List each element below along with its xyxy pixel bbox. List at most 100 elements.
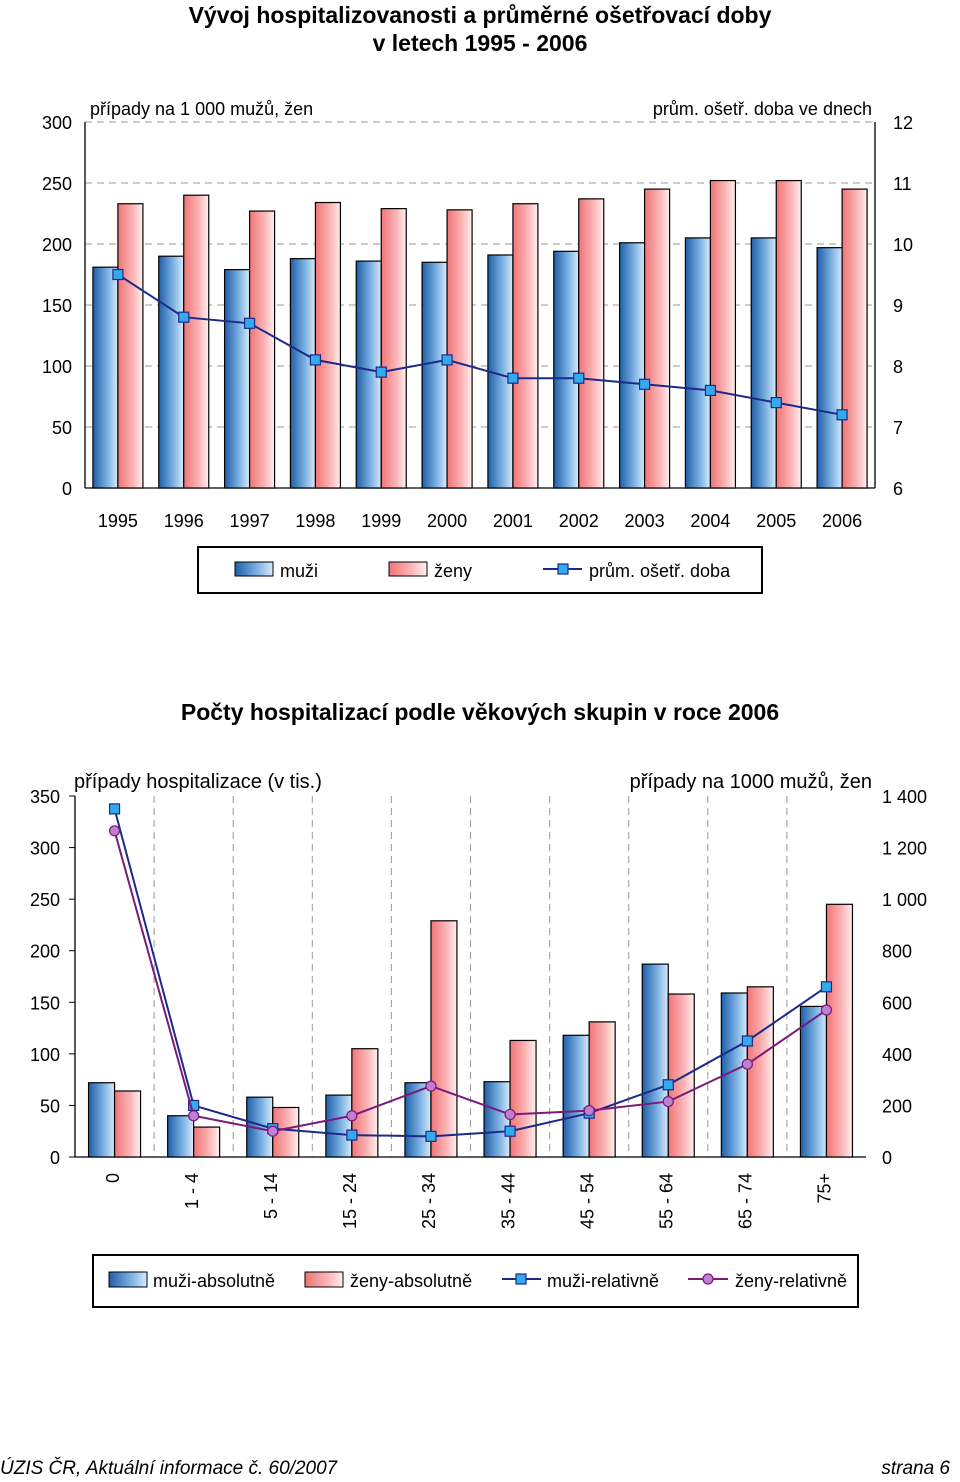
point-prum-osetr-doba xyxy=(309,354,322,366)
point-prum-osetr-doba xyxy=(836,409,848,421)
bar-zeny-absolutne xyxy=(193,1126,221,1158)
x-tick-label: 2006 xyxy=(822,511,862,531)
bar-zeny xyxy=(380,208,407,489)
point-muzi-relativne xyxy=(108,803,121,815)
point-prum-osetr-doba xyxy=(178,311,190,323)
x-tick-label: 25 - 34 xyxy=(419,1173,439,1229)
bar-muzi xyxy=(816,247,843,489)
y-right-tick-label: 400 xyxy=(882,1045,912,1065)
y-left-tick-label: 150 xyxy=(42,296,72,316)
bar-zeny xyxy=(183,194,210,489)
y-left-tick-label: 200 xyxy=(42,235,72,255)
x-tick-label: 1997 xyxy=(230,511,270,531)
point-prum-osetr-doba xyxy=(375,366,387,378)
y-right-tick-label: 9 xyxy=(893,296,903,316)
series-line-zeny-relativne xyxy=(113,830,828,1133)
bar-muzi-absolutne xyxy=(641,963,669,1158)
y-right-axis-label: prům. ošetř. doba ve dnech xyxy=(653,99,872,119)
y-left-tick-label: 0 xyxy=(62,479,72,499)
bar-zeny xyxy=(775,179,802,489)
point-zeny-relativne xyxy=(662,1095,674,1108)
legend-swatch-zeny xyxy=(388,561,428,577)
bar-muzi-absolutne xyxy=(167,1115,195,1158)
bar-zeny xyxy=(578,198,605,489)
y-right-tick-label: 11 xyxy=(893,174,912,194)
series-line-prum-osetr-doba xyxy=(117,273,843,416)
y-right-tick-label: 200 xyxy=(882,1096,912,1116)
point-prum-osetr-doba xyxy=(112,268,124,281)
point-zeny-relativne xyxy=(820,1004,833,1016)
y-right-tick-label: 1 200 xyxy=(882,839,927,859)
legend-label-muzi: muži xyxy=(280,561,318,581)
y-right-tick-label: 10 xyxy=(893,235,913,255)
point-zeny-relativne xyxy=(504,1108,516,1121)
y-left-tick-label: 300 xyxy=(42,113,72,133)
point-prum-osetr-doba xyxy=(573,372,585,384)
point-prum-osetr-doba xyxy=(770,397,782,409)
legend-marker-zeny-relativne xyxy=(702,1273,714,1285)
y-left-tick-label: 150 xyxy=(30,993,60,1013)
x-tick-label: 1 - 4 xyxy=(182,1173,202,1209)
x-tick-label: 2001 xyxy=(493,511,533,531)
x-tick-label: 1995 xyxy=(98,511,138,531)
point-muzi-relativne xyxy=(741,1035,753,1047)
chart2-svg: 0 50 100 150 200 250 300 350 0 200 400 600 800 1 000 1… xyxy=(30,771,927,1308)
bar-zeny-absolutne xyxy=(113,1090,142,1158)
point-muzi-relativne xyxy=(504,1125,516,1137)
x-tick-label: 5 - 14 xyxy=(261,1173,281,1219)
y-right-tick-label: 0 xyxy=(882,1148,892,1168)
y-right-tick-label: 800 xyxy=(882,942,912,962)
bar-zeny-absolutne xyxy=(746,986,774,1158)
point-zeny-relativne xyxy=(267,1125,279,1137)
footer-right: strana 6 xyxy=(881,1458,950,1479)
y-left-tick-label: 200 xyxy=(30,942,60,962)
y-right-axis-label: případy na 1000 mužů, žen xyxy=(630,771,872,793)
x-tick-label: 2002 xyxy=(559,511,599,531)
legend-label-zeny-absolutne: ženy-absolutně xyxy=(350,1271,472,1291)
y-right-tick-label: 1 000 xyxy=(882,890,927,910)
bar-zeny xyxy=(248,210,276,489)
point-prum-osetr-doba xyxy=(507,372,519,384)
x-tick-label: 2000 xyxy=(427,511,467,531)
bar-zeny-absolutne xyxy=(430,920,458,1158)
point-zeny-relativne xyxy=(188,1110,200,1122)
bar-muzi-absolutne xyxy=(483,1081,511,1158)
bar-muzi-absolutne xyxy=(325,1094,353,1158)
y-left-tick-label: 350 xyxy=(30,787,60,807)
legend-swatch-muzi-absolutne xyxy=(108,1271,148,1288)
bar-muzi xyxy=(684,237,712,489)
chart1-title-line1: Vývoj hospitalizovanosti a průměrné ošet… xyxy=(188,2,772,28)
x-tick-label: 55 - 64 xyxy=(657,1173,677,1229)
y-right-tick-label: 7 xyxy=(893,418,903,438)
legend-marker-muzi-relativne xyxy=(515,1273,527,1285)
bar-zeny-absolutne xyxy=(667,993,695,1158)
legend-label-zeny-relativne: ženy-relativně xyxy=(735,1271,847,1291)
point-muzi-relativne xyxy=(346,1129,358,1141)
bar-zeny-absolutne xyxy=(351,1048,379,1158)
bar-muzi-absolutne xyxy=(562,1034,590,1158)
bar-muzi xyxy=(158,255,185,489)
chart1-svg: 0 50 100 150 200 250 300 6 7 8 9 10 11 12 případy na 1… xyxy=(42,99,913,594)
point-prum-osetr-doba xyxy=(704,384,717,396)
bar-muzi xyxy=(553,250,580,489)
legend-box xyxy=(92,1254,859,1308)
x-tick-label: 35 - 44 xyxy=(498,1173,518,1229)
x-tick-label: 1999 xyxy=(361,511,401,531)
x-tick-label: 2004 xyxy=(690,511,730,531)
bar-zeny xyxy=(512,203,539,489)
point-prum-osetr-doba xyxy=(441,354,453,366)
x-tick-label: 15 - 24 xyxy=(340,1173,360,1229)
legend-label-zeny: ženy xyxy=(434,561,472,581)
y-right-tick-label: 12 xyxy=(893,113,913,133)
bar-zeny-absolutne xyxy=(825,903,854,1158)
point-muzi-relativne xyxy=(662,1079,674,1091)
bar-zeny-absolutne xyxy=(509,1039,537,1158)
y-left-tick-label: 100 xyxy=(30,1045,60,1065)
point-zeny-relativne xyxy=(346,1110,358,1122)
chart1-title-line2: v letech 1995 - 2006 xyxy=(372,30,588,56)
y-left-tick-label: 0 xyxy=(50,1148,60,1168)
bar-muzi xyxy=(618,242,646,489)
point-muzi-relativne xyxy=(820,981,833,993)
legend-marker-prum-osetr-doba xyxy=(557,563,569,575)
legend-label-muzi-relativne: muži-relativně xyxy=(547,1271,659,1291)
